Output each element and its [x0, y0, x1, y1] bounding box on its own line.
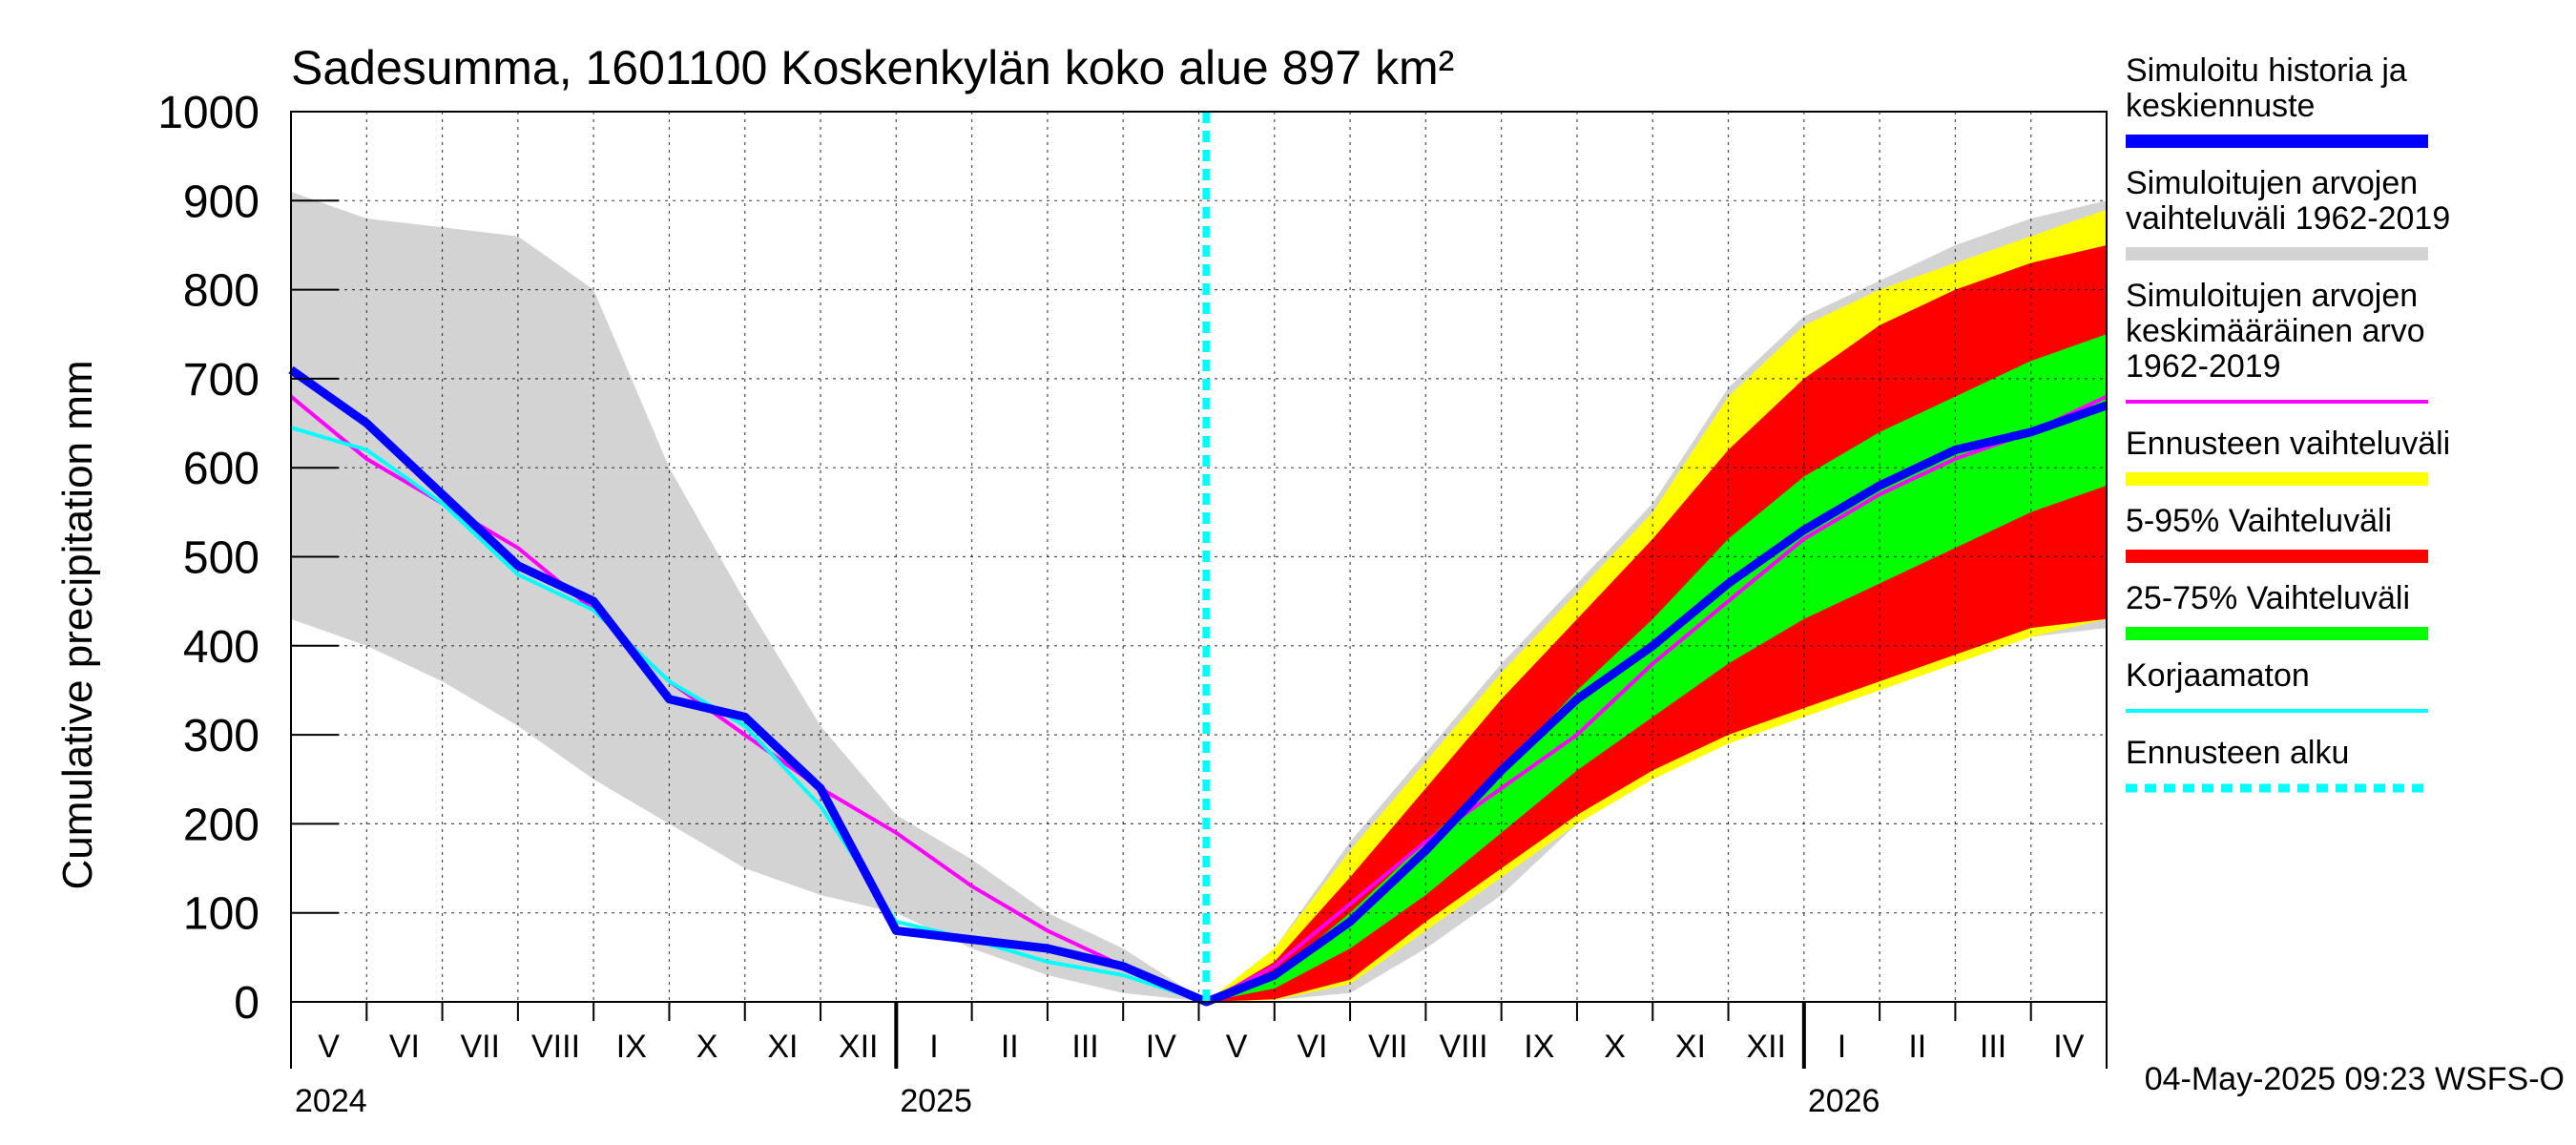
month-label: II	[1001, 1029, 1019, 1065]
x-tick-labels: V VI VII VIII IX X XI XII I II III IV V VI VII VIII IX X X…	[295, 1029, 2085, 1119]
timestamp-footer: 04-May-2025 09:23 WSFS-O	[2145, 1061, 2565, 1097]
legend-item-4: 5-95% Vaihteluväli	[2126, 503, 2428, 563]
legend-label: vaihteluväli 1962-2019	[2126, 200, 2450, 237]
y-tick-label: 800	[183, 266, 260, 317]
axes	[290, 111, 2108, 1069]
y-tick-label: 1000	[157, 88, 260, 138]
month-label: V	[1226, 1029, 1248, 1065]
y-tick-labels: 0 100 200 300 400 500 600 700 800 900 1000	[157, 88, 260, 1029]
month-label: IX	[1524, 1029, 1554, 1065]
series-line-1	[290, 426, 1208, 1004]
month-label: III	[1071, 1029, 1098, 1065]
legend-label: Simuloitujen arvojen	[2126, 165, 2418, 201]
month-label: XI	[767, 1029, 798, 1065]
y-tick-label: 300	[183, 711, 260, 761]
year-label: 2024	[295, 1083, 367, 1119]
month-label: X	[1604, 1029, 1626, 1065]
chart-title: Sadesumma, 1601100 Koskenkylän koko alue…	[291, 41, 1454, 94]
legend-label: 5-95% Vaihteluväli	[2126, 503, 2392, 539]
y-tick-label: 100	[183, 889, 260, 940]
month-label: VI	[389, 1029, 420, 1065]
month-label: XI	[1675, 1029, 1706, 1065]
legend-label: keskimääräinen arvo	[2126, 313, 2425, 349]
legend-label: Korjaamaton	[2126, 657, 2310, 694]
y-tick-label: 500	[183, 533, 260, 584]
month-label: VI	[1297, 1029, 1327, 1065]
legend-label: Simuloitujen arvojen	[2126, 278, 2418, 314]
year-label: 2026	[1808, 1083, 1880, 1119]
month-label: VIII	[531, 1029, 580, 1065]
month-label: IX	[616, 1029, 647, 1065]
month-label: VII	[1368, 1029, 1408, 1065]
month-label: XII	[1746, 1029, 1786, 1065]
legend-label: Ennusteen vaihteluväli	[2126, 426, 2450, 462]
legend-label: Ennusteen alku	[2126, 735, 2349, 771]
month-label: VIII	[1440, 1029, 1488, 1065]
y-tick-label: 900	[183, 177, 260, 227]
month-label: I	[929, 1029, 938, 1065]
y-tick-label: 700	[183, 355, 260, 406]
month-label: XII	[839, 1029, 879, 1065]
legend-item-7: Ennusteen alku	[2126, 735, 2428, 793]
band-3	[1206, 334, 2107, 1002]
legend-label: Simuloitu historia ja	[2126, 52, 2407, 89]
legend-item-5: 25-75% Vaihteluväli	[2126, 580, 2428, 640]
month-label: IV	[1146, 1029, 1176, 1065]
legend-label: 25-75% Vaihteluväli	[2126, 580, 2410, 616]
month-label: X	[696, 1029, 718, 1065]
legend-label: keskiennuste	[2126, 88, 2315, 124]
year-label: 2025	[900, 1083, 972, 1119]
y-tick-label: 600	[183, 444, 260, 494]
month-label: VII	[460, 1029, 500, 1065]
month-label: IV	[2053, 1029, 2084, 1065]
y-tick-label: 200	[183, 800, 260, 850]
month-label: II	[1908, 1029, 1926, 1065]
month-label: V	[318, 1029, 340, 1065]
legend-label: 1962-2019	[2126, 348, 2281, 385]
legend-item-3: Ennusteen vaihteluväli	[2126, 426, 2450, 486]
y-tick-label: 400	[183, 622, 260, 673]
legend: Simuloitu historia jakeskiennusteSimuloi…	[2126, 52, 2450, 793]
y-axis-label: Cumulative precipitation mm	[54, 360, 101, 889]
month-label: I	[1838, 1029, 1846, 1065]
y-tick-label: 0	[234, 978, 260, 1029]
legend-item-6: Korjaamaton	[2126, 657, 2428, 713]
month-label: III	[1980, 1029, 2006, 1065]
